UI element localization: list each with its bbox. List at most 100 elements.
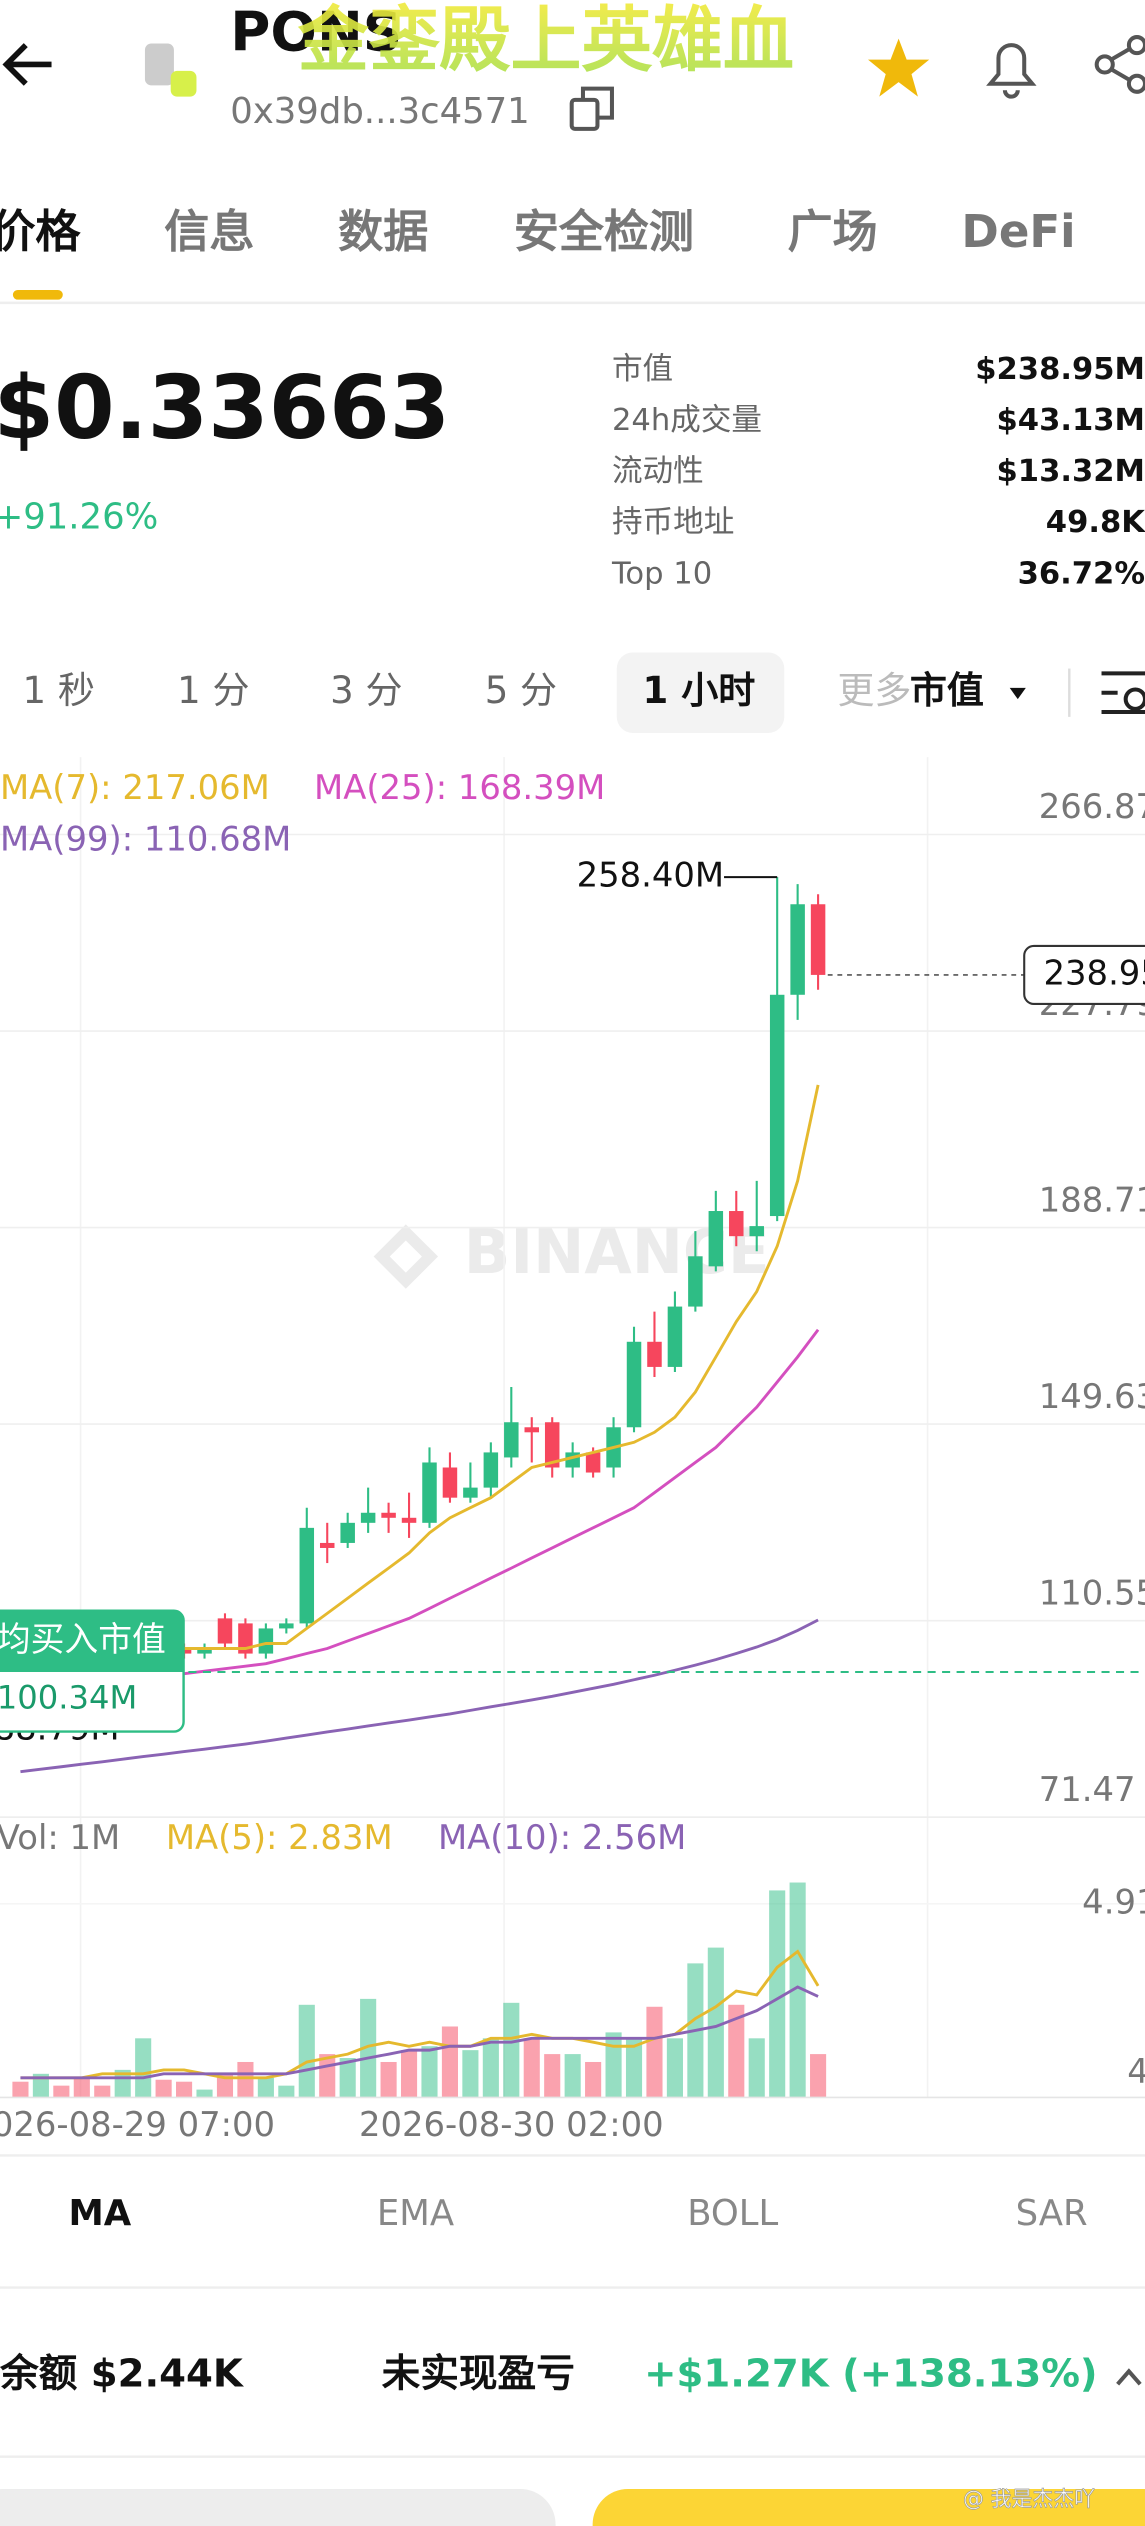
y-tick-label: 266.87 — [1039, 787, 1145, 826]
volume-bar — [441, 2026, 458, 2098]
pnl-value: +$1.27K (+138.13%) — [644, 2352, 1097, 2397]
interval-option[interactable]: 5 分 — [485, 669, 557, 712]
volume-bar — [666, 2038, 683, 2098]
legend-entry: MA(99): 110.68M — [0, 819, 291, 858]
interval-selected-bg — [616, 652, 785, 733]
tab[interactable]: 价格 — [0, 205, 81, 258]
ma-line — [20, 1084, 820, 1655]
indicator-tab[interactable]: MA — [69, 2193, 132, 2234]
candle-body — [258, 1628, 274, 1654]
metric-selector[interactable]: 市值 — [910, 669, 984, 712]
stat-label: 市值 — [612, 352, 673, 387]
candle-body — [463, 1487, 478, 1498]
volume-ma-line — [20, 1985, 819, 2080]
volume-bar — [564, 2054, 581, 2098]
avg-buy-header — [0, 1610, 184, 1672]
volume-bar — [135, 2038, 152, 2098]
contract-address: 0x39db...3c4571 — [230, 91, 529, 132]
candle-body — [319, 1542, 335, 1548]
volume-bar — [625, 2038, 643, 2098]
candle-body — [217, 1618, 233, 1644]
x-tick-label: 2026-08-30 02:00 — [359, 2105, 664, 2144]
volume-tick-label: 4.91 — [1082, 1882, 1145, 1921]
volume-bar — [196, 2089, 213, 2098]
price-change: +91.26% — [0, 497, 158, 538]
expand-chevron[interactable] — [1116, 2368, 1142, 2386]
candle-body — [708, 1211, 724, 1267]
candle-body — [381, 1512, 396, 1518]
volume-bar — [707, 1947, 724, 2098]
stat-value: $238.95M — [975, 352, 1145, 387]
volume-bar — [482, 2038, 499, 2098]
stat-value: $43.13M — [997, 403, 1145, 438]
candle-body — [197, 1648, 212, 1654]
interval-option[interactable]: 1 秒 — [23, 669, 95, 712]
tab[interactable]: DeFi — [961, 205, 1075, 258]
stat-label: 24h成交量 — [612, 403, 762, 438]
volume-label: Vol: 1M — [0, 1818, 120, 1857]
volume-tick-label: 4 — [1127, 2052, 1145, 2091]
volume-bar — [339, 2058, 356, 2098]
volume-bar — [503, 2002, 520, 2098]
current-price: $0.33663 — [0, 357, 450, 459]
sell-button[interactable] — [0, 2488, 556, 2526]
candle-body — [667, 1306, 683, 1367]
tab[interactable]: 数据 — [338, 205, 428, 258]
tab[interactable]: 安全检测 — [514, 205, 694, 258]
candle-body — [238, 1623, 253, 1654]
candle-body — [729, 1211, 744, 1237]
volume-bar — [32, 2073, 49, 2098]
settings-icon[interactable] — [1101, 671, 1145, 715]
candle-body — [769, 994, 785, 1217]
x-tick-label: 2026-08-29 07:00 — [0, 2105, 275, 2144]
interval-option[interactable]: 1 小时 — [643, 669, 756, 712]
volume-bar — [298, 2004, 315, 2098]
bell-icon[interactable] — [986, 43, 1037, 99]
credit: @ 我是杰杰吖 — [963, 2487, 1095, 2511]
volume-bar — [278, 2085, 295, 2098]
volume-bar — [73, 2077, 90, 2098]
stat-label: 持币地址 — [612, 505, 734, 540]
tab-indicator — [12, 289, 63, 300]
max-label: 258.40M — [577, 856, 724, 895]
avg-buy-label: 均买入市值 — [0, 1620, 166, 1659]
buy-button[interactable] — [592, 2488, 1145, 2526]
interval-option[interactable]: 3 分 — [330, 669, 402, 712]
favorite-star[interactable] — [868, 38, 930, 97]
token-title: PONS — [230, 0, 402, 64]
candle-body — [401, 1517, 417, 1523]
indicator-tab[interactable]: BOLL — [687, 2193, 778, 2234]
stat-value: 36.72% — [1018, 556, 1145, 591]
legend-entry: MA(25): 168.39M — [314, 768, 605, 807]
balance: 余额 $2.44K — [0, 2352, 245, 2397]
volume-bar — [462, 2050, 479, 2098]
candle-body — [524, 1427, 540, 1433]
y-tick-label: 71.47 — [1039, 1770, 1136, 1809]
tab[interactable]: 信息 — [164, 205, 254, 258]
ma-line — [20, 1618, 819, 1774]
candle-body — [749, 1226, 764, 1237]
back-button[interactable] — [2, 43, 52, 86]
legend-entry: MA(7): 217.06M — [0, 768, 270, 807]
token-icon — [144, 43, 197, 97]
candle-body — [585, 1452, 601, 1473]
candle-body — [688, 1256, 703, 1307]
indicator-tab[interactable]: EMA — [377, 2193, 454, 2234]
volume-bar — [400, 2050, 418, 2098]
volume-bar — [728, 2004, 745, 2098]
volume-bar — [421, 2046, 438, 2098]
share-icon[interactable] — [1094, 35, 1145, 94]
pnl-label: 未实现盈亏 — [382, 2352, 575, 2397]
tab[interactable]: 广场 — [787, 205, 877, 258]
tab-bar: 价格 信息 数据 安全检测 广场 DeFi — [0, 205, 1076, 300]
indicator-tabs: MA EMA BOLL SAR — [69, 2193, 1088, 2234]
volume-bar — [605, 2032, 622, 2098]
volume-bar — [360, 1998, 377, 2098]
copy-icon[interactable] — [569, 86, 614, 131]
interval-option[interactable]: 1 分 — [177, 669, 249, 712]
candle-body — [544, 1422, 560, 1468]
interval-option[interactable]: 更多 — [837, 669, 911, 712]
volume-bar — [319, 2054, 336, 2098]
indicator-tab[interactable]: SAR — [1016, 2193, 1088, 2234]
